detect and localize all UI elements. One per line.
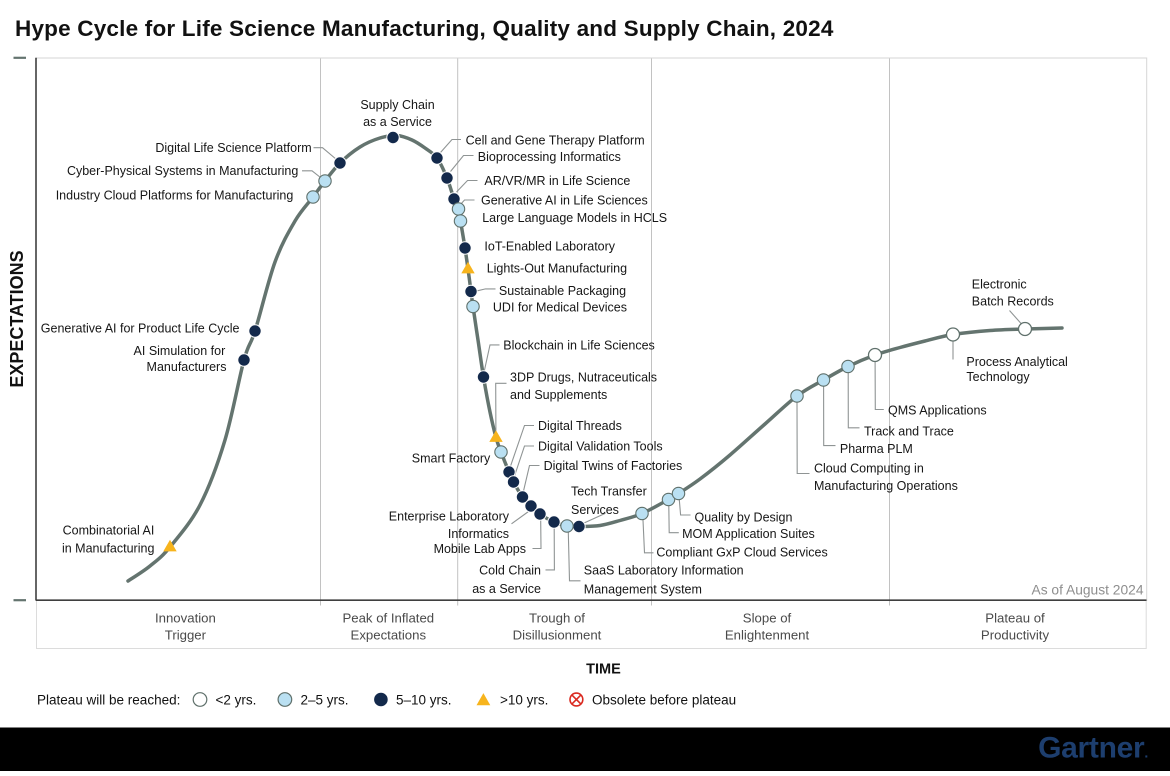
svg-text:Manufacturing Operations: Manufacturing Operations [814,479,958,493]
svg-text:3DP Drugs, Nutraceuticals: 3DP Drugs, Nutraceuticals [510,370,657,384]
svg-text:Cloud Computing in: Cloud Computing in [814,461,924,475]
svg-text:Batch Records: Batch Records [972,294,1054,308]
svg-text:QMS Applications: QMS Applications [888,403,987,417]
svg-text:Lights-Out Manufacturing: Lights-Out Manufacturing [487,262,627,276]
svg-text:Digital Validation Tools: Digital Validation Tools [538,439,663,453]
svg-text:Supply Chain: Supply Chain [360,98,434,112]
svg-text:Cold Chain: Cold Chain [479,563,541,577]
svg-text:TIME: TIME [586,662,621,678]
svg-text:in Manufacturing: in Manufacturing [62,541,154,555]
svg-text:Compliant GxP Cloud Services: Compliant GxP Cloud Services [656,545,827,559]
svg-text:MOM Application Suites: MOM Application Suites [682,527,815,541]
svg-text:Expectations: Expectations [351,628,427,643]
svg-text:Innovation: Innovation [155,610,216,625]
svg-text:Plateau will be reached:: Plateau will be reached: [37,693,180,708]
svg-text:Mobile Lab Apps: Mobile Lab Apps [434,542,526,556]
svg-text:and Supplements: and Supplements [510,388,607,402]
svg-text:Manufacturers: Manufacturers [147,360,227,374]
svg-text:Large Language Models in HCLS: Large Language Models in HCLS [482,211,667,225]
svg-text:Slope of: Slope of [743,610,792,625]
svg-text:Quality by Design: Quality by Design [695,510,793,524]
svg-text:As of August 2024: As of August 2024 [1032,583,1144,598]
svg-text:Trough of: Trough of [529,610,585,625]
svg-text:Track and Trace: Track and Trace [864,424,954,438]
svg-text:Services: Services [571,503,619,517]
svg-text:SaaS Laboratory Information: SaaS Laboratory Information [584,563,744,577]
svg-text:IoT-Enabled Laboratory: IoT-Enabled Laboratory [484,239,615,253]
svg-text:Peak of Inflated: Peak of Inflated [342,610,434,625]
svg-text:Generative AI for Product Life: Generative AI for Product Life Cycle [41,321,240,335]
svg-text:Industry Cloud Platforms for M: Industry Cloud Platforms for Manufacturi… [56,188,294,202]
svg-text:Cell and Gene Therapy Platform: Cell and Gene Therapy Platform [466,133,645,147]
svg-text:Combinatorial AI: Combinatorial AI [63,523,155,537]
svg-text:Digital Life Science Platform: Digital Life Science Platform [155,141,311,155]
svg-text:Plateau of: Plateau of [985,610,1045,625]
svg-text:Obsolete before plateau: Obsolete before plateau [592,693,736,708]
svg-text:Productivity: Productivity [981,628,1050,643]
svg-text:Pharma PLM: Pharma PLM [840,442,913,456]
svg-text:Cyber-Physical Systems in Manu: Cyber-Physical Systems in Manufacturing [67,164,298,178]
svg-text:Enlightenment: Enlightenment [725,628,810,643]
svg-text:Enterprise Laboratory: Enterprise Laboratory [389,509,510,523]
svg-text:EXPECTATIONS: EXPECTATIONS [7,250,27,387]
svg-text:>10 yrs.: >10 yrs. [500,693,548,708]
svg-text:Tech Transfer: Tech Transfer [571,484,647,498]
svg-text:Informatics: Informatics [448,527,509,541]
svg-text:Smart Factory: Smart Factory [412,451,491,465]
svg-text:UDI for Medical Devices: UDI for Medical Devices [493,300,627,314]
svg-text:as a Service: as a Service [472,582,541,596]
svg-text:Process Analytical: Process Analytical [966,355,1067,369]
svg-text:2–5 yrs.: 2–5 yrs. [301,693,349,708]
svg-text:Hype Cycle for Life Science Ma: Hype Cycle for Life Science Manufacturin… [15,16,834,41]
svg-text:Blockchain in Life Sciences: Blockchain in Life Sciences [503,338,654,352]
svg-text:Generative AI in Life Sciences: Generative AI in Life Sciences [481,193,648,207]
svg-text:Technology: Technology [966,370,1030,384]
svg-text:AR/VR/MR in Life Science: AR/VR/MR in Life Science [484,174,630,188]
svg-text:Disillusionment: Disillusionment [513,628,602,643]
svg-text:Electronic: Electronic [972,278,1027,292]
svg-text:Bioprocessing Informatics: Bioprocessing Informatics [478,150,621,164]
svg-text:5–10 yrs.: 5–10 yrs. [396,693,452,708]
svg-text:<2 yrs.: <2 yrs. [216,693,257,708]
svg-text:Digital Twins of Factories: Digital Twins of Factories [544,459,683,473]
svg-text:as a Service: as a Service [363,115,432,129]
svg-text:Digital Threads: Digital Threads [538,419,622,433]
svg-text:Trigger: Trigger [165,628,207,643]
svg-text:Sustainable Packaging: Sustainable Packaging [499,284,626,298]
svg-text:AI Simulation for: AI Simulation for [134,344,226,358]
svg-text:Management System: Management System [584,582,702,596]
svg-text:Gartner.: Gartner. [1038,732,1148,765]
